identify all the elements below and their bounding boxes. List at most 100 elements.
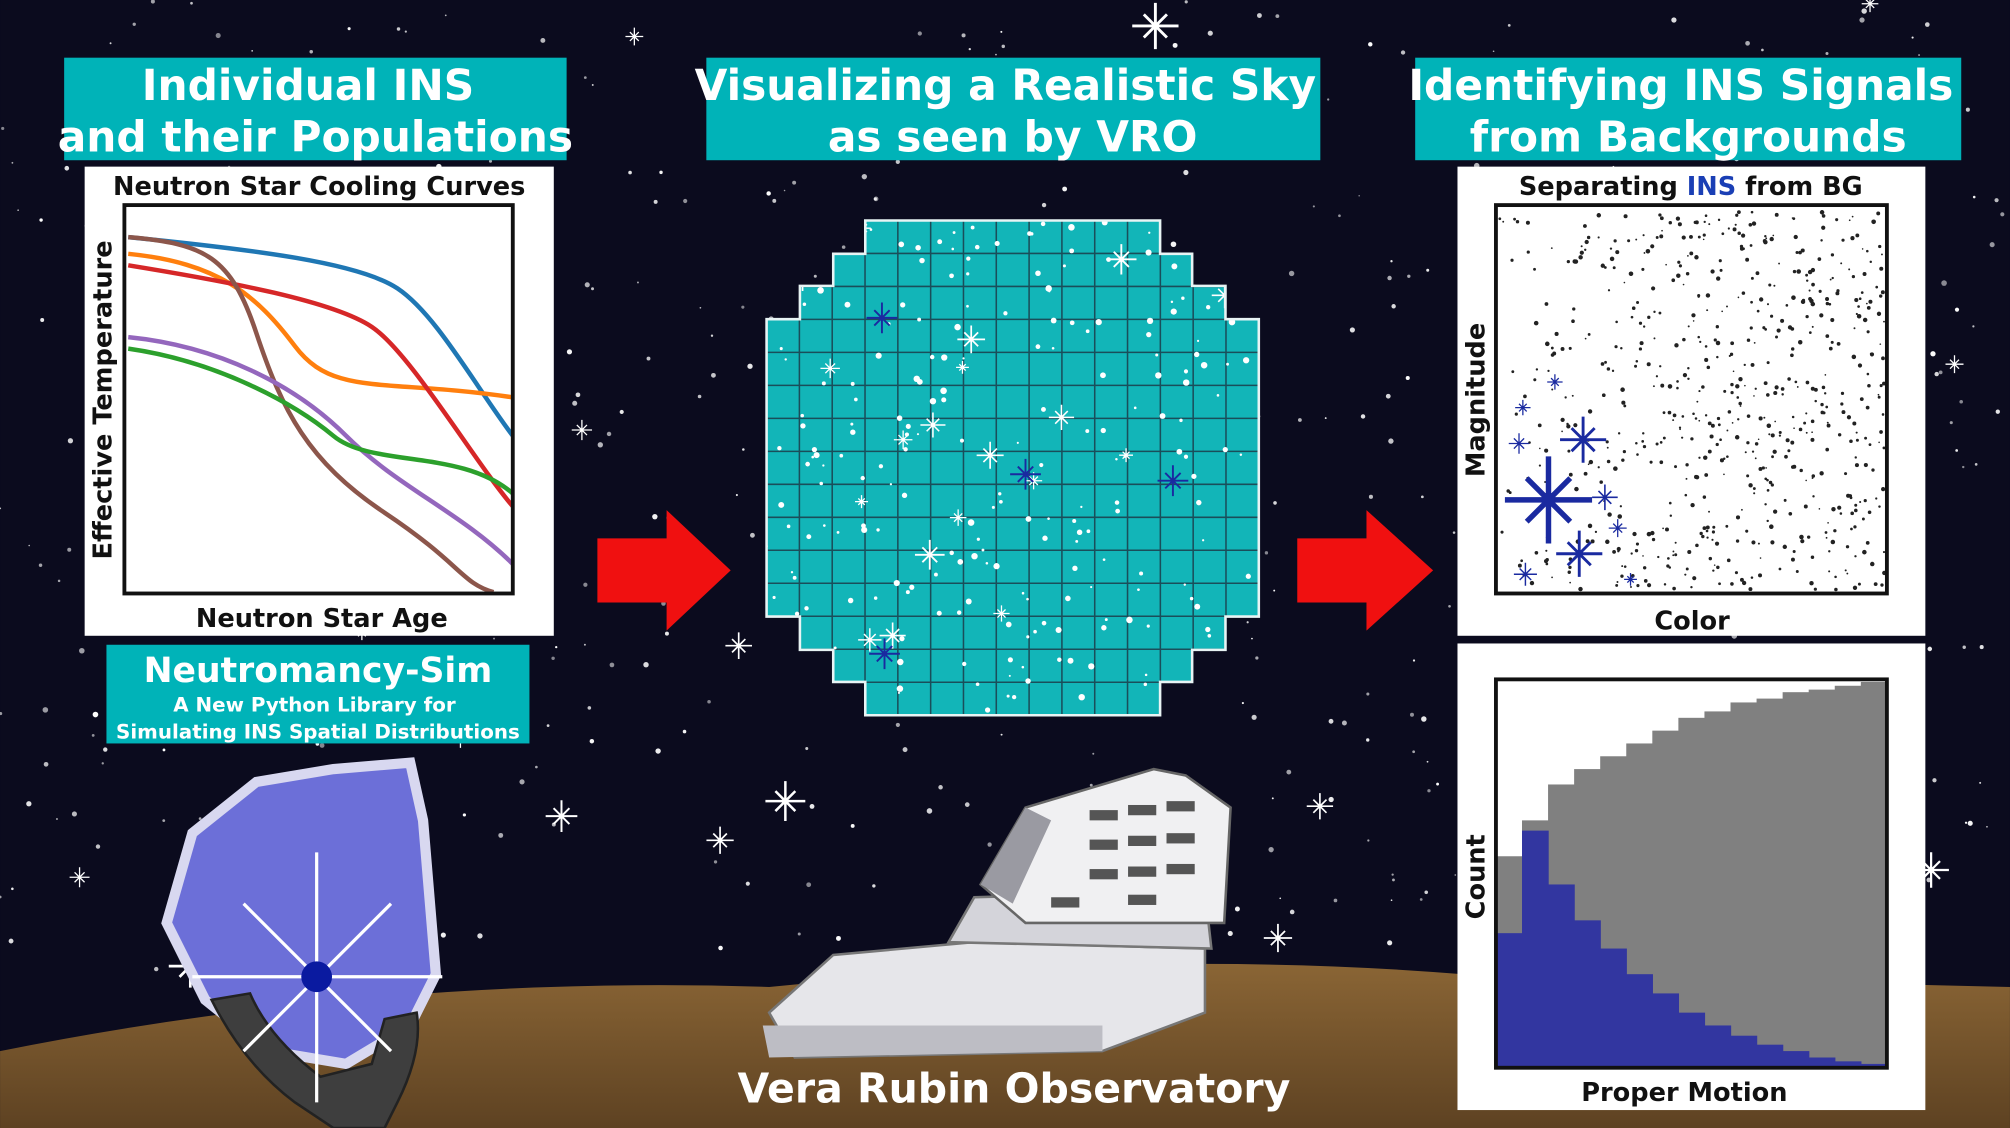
background-point — [1725, 525, 1728, 528]
background-point — [1716, 325, 1719, 328]
background-point — [1860, 397, 1864, 401]
background-point — [1826, 537, 1828, 539]
star — [397, 27, 400, 30]
background-point — [1623, 404, 1626, 407]
background-point — [1767, 361, 1770, 364]
background-point — [1714, 564, 1716, 566]
background-point — [1643, 445, 1646, 448]
background-point — [1876, 211, 1880, 215]
background-point — [1690, 586, 1692, 588]
sparkle-core — [782, 798, 789, 805]
star — [1002, 45, 1005, 48]
background-point — [1857, 305, 1860, 308]
background-point — [1784, 499, 1787, 502]
background-point — [1650, 461, 1653, 464]
background-point — [1812, 477, 1814, 479]
star — [44, 762, 49, 767]
background-point — [1698, 457, 1700, 459]
background-point — [1859, 501, 1861, 503]
background-point — [1746, 441, 1749, 444]
background-point — [1617, 514, 1622, 519]
background-point — [1750, 301, 1753, 304]
background-point — [1708, 421, 1712, 425]
star — [711, 335, 713, 337]
background-point — [1717, 417, 1720, 420]
star — [1412, 750, 1415, 753]
star — [588, 706, 592, 710]
background-point — [1536, 368, 1538, 370]
sky-star — [778, 502, 784, 508]
background-point — [1806, 432, 1808, 434]
ins-bin — [1731, 1036, 1758, 1068]
y-axis-label: Magnitude — [1461, 323, 1491, 477]
star — [1235, 906, 1240, 911]
background-point — [1882, 413, 1885, 416]
background-point — [1674, 343, 1678, 347]
sparkle-core — [1125, 454, 1127, 456]
sky-star — [966, 272, 969, 275]
sky-star — [1171, 309, 1177, 315]
background-point — [1618, 432, 1620, 434]
sparkle-core — [1616, 527, 1619, 530]
background-point — [1538, 423, 1542, 427]
star — [72, 811, 77, 816]
sky-star — [803, 302, 807, 306]
star — [309, 50, 312, 53]
star — [92, 734, 95, 737]
star — [590, 739, 594, 743]
nebula-star-core — [301, 961, 332, 992]
background-point — [1766, 520, 1768, 522]
background-point — [1584, 472, 1588, 476]
background-point — [1595, 531, 1597, 533]
star — [842, 245, 846, 249]
background-point — [1771, 433, 1775, 437]
sky-star — [1184, 455, 1188, 459]
star — [535, 766, 538, 769]
star — [1407, 275, 1410, 278]
star — [1387, 940, 1392, 945]
background-point — [1673, 551, 1675, 553]
sky-star — [919, 258, 924, 263]
background-point — [1753, 395, 1755, 397]
star — [1342, 720, 1347, 725]
background-point — [1660, 384, 1664, 388]
sky-star — [1057, 657, 1061, 661]
sky-star — [1052, 347, 1055, 350]
background-point — [1790, 441, 1794, 445]
background-point — [1598, 466, 1600, 468]
background-point — [1643, 566, 1646, 569]
background-point — [1716, 356, 1718, 358]
background-point — [1745, 258, 1749, 262]
background-point — [1855, 463, 1859, 467]
star — [1366, 692, 1369, 695]
background-point — [1803, 422, 1806, 425]
background-point — [1716, 566, 1719, 569]
background-point — [1774, 421, 1776, 423]
background-point — [1534, 321, 1539, 326]
sky-star — [1148, 232, 1150, 234]
star — [1272, 797, 1274, 799]
background-point — [1500, 531, 1503, 534]
sky-star — [900, 302, 905, 307]
background-point — [1708, 223, 1710, 225]
background-point — [1691, 313, 1695, 317]
background-point — [1858, 583, 1861, 586]
background-point — [1768, 433, 1770, 435]
sky-star — [957, 559, 963, 565]
sky-star — [1007, 695, 1010, 698]
background-point — [1669, 502, 1672, 505]
background-point — [1791, 558, 1795, 562]
background-point — [1825, 448, 1829, 452]
background-point — [1727, 559, 1731, 563]
sky-star — [1080, 506, 1082, 508]
background-point — [1721, 232, 1724, 235]
background-point — [1708, 450, 1712, 454]
background-bin — [1704, 711, 1731, 1067]
star — [551, 657, 554, 660]
sky-star — [837, 531, 840, 534]
background-point — [1706, 525, 1710, 529]
background-point — [1836, 289, 1839, 292]
background-point — [1703, 455, 1707, 459]
background-point — [1726, 455, 1729, 458]
sky-star — [1072, 566, 1077, 571]
